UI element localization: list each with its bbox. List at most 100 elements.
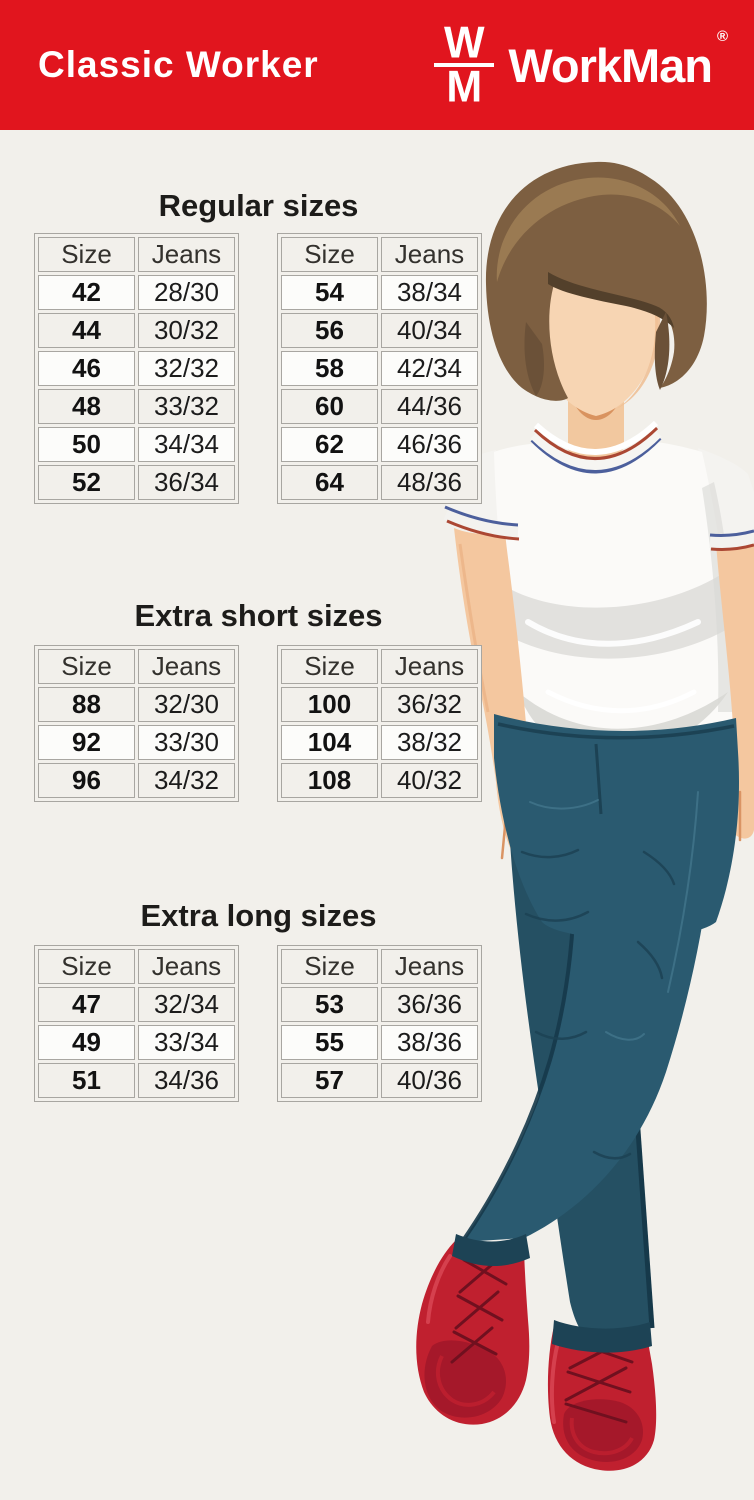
size-cell: 88 xyxy=(38,687,135,722)
table-row: 55 38/36 xyxy=(281,1025,478,1060)
column-header: Jeans xyxy=(138,237,235,272)
model-hair xyxy=(485,161,707,401)
size-table: Size Jeans 100 36/32 104 38/32 108 40/32 xyxy=(277,645,482,802)
column-header: Size xyxy=(38,949,135,984)
jeans-cell: 33/34 xyxy=(138,1025,235,1060)
table-row: 92 33/30 xyxy=(38,725,235,760)
column-header: Jeans xyxy=(381,949,478,984)
column-header: Size xyxy=(281,949,378,984)
brand-name: WorkMan ® xyxy=(508,28,728,93)
jeans-cell: 46/36 xyxy=(381,427,478,462)
size-cell: 44 xyxy=(38,313,135,348)
table-row: 62 46/36 xyxy=(281,427,478,462)
jeans-cell: 36/36 xyxy=(381,987,478,1022)
column-header: Jeans xyxy=(138,649,235,684)
table-row: 57 40/36 xyxy=(281,1063,478,1098)
section-title: Extra short sizes xyxy=(134,598,383,633)
model-boot-left xyxy=(416,1240,530,1425)
column-header: Size xyxy=(38,649,135,684)
table-header-row: Size Jeans xyxy=(281,237,478,272)
jeans-cell: 40/36 xyxy=(381,1063,478,1098)
size-cell: 51 xyxy=(38,1063,135,1098)
model-illustration xyxy=(416,161,754,1471)
table-header-row: Size Jeans xyxy=(281,949,478,984)
table-row: 64 48/36 xyxy=(281,465,478,500)
size-cell: 49 xyxy=(38,1025,135,1060)
table-row: 42 28/30 xyxy=(38,275,235,310)
monogram-w: W xyxy=(444,17,485,68)
jeans-cell: 34/34 xyxy=(138,427,235,462)
size-cell: 57 xyxy=(281,1063,378,1098)
size-cell: 47 xyxy=(38,987,135,1022)
table-row: 46 32/32 xyxy=(38,351,235,386)
column-header: Jeans xyxy=(381,237,478,272)
size-cell: 100 xyxy=(281,687,378,722)
jeans-cell: 36/34 xyxy=(138,465,235,500)
table-header-row: Size Jeans xyxy=(38,649,235,684)
jeans-cell: 34/36 xyxy=(138,1063,235,1098)
table-row: 88 32/30 xyxy=(38,687,235,722)
table-row: 49 33/34 xyxy=(38,1025,235,1060)
table-row: 51 34/36 xyxy=(38,1063,235,1098)
table-row: 54 38/34 xyxy=(281,275,478,310)
size-cell: 50 xyxy=(38,427,135,462)
jeans-cell: 38/32 xyxy=(381,725,478,760)
table-row: 96 34/32 xyxy=(38,763,235,798)
table-row: 47 32/34 xyxy=(38,987,235,1022)
size-cell: 55 xyxy=(281,1025,378,1060)
jeans-cell: 32/32 xyxy=(138,351,235,386)
jeans-cell: 42/34 xyxy=(381,351,478,386)
size-cell: 52 xyxy=(38,465,135,500)
size-cell: 60 xyxy=(281,389,378,424)
jeans-cell: 48/36 xyxy=(381,465,478,500)
table-row: 56 40/34 xyxy=(281,313,478,348)
jeans-cell: 38/34 xyxy=(381,275,478,310)
size-cell: 53 xyxy=(281,987,378,1022)
column-header: Jeans xyxy=(138,949,235,984)
registered-mark: ® xyxy=(716,27,728,45)
column-header: Jeans xyxy=(381,649,478,684)
jeans-cell: 32/34 xyxy=(138,987,235,1022)
column-header: Size xyxy=(281,237,378,272)
size-table: Size Jeans 42 28/30 44 30/32 46 32/32 48 33/32 50 3… xyxy=(34,233,239,504)
size-cell: 48 xyxy=(38,389,135,424)
header-bar: Classic Worker W M WorkMan ® xyxy=(0,0,754,130)
jeans-cell: 34/32 xyxy=(138,763,235,798)
column-header: Size xyxy=(38,237,135,272)
jeans-cell: 30/32 xyxy=(138,313,235,348)
table-header-row: Size Jeans xyxy=(38,949,235,984)
column-header: Size xyxy=(281,649,378,684)
size-cell: 96 xyxy=(38,763,135,798)
size-cell: 56 xyxy=(281,313,378,348)
table-row: 104 38/32 xyxy=(281,725,478,760)
jeans-cell: 44/36 xyxy=(381,389,478,424)
model-jeans xyxy=(460,714,740,1334)
size-table: Size Jeans 53 36/36 55 38/36 57 40/36 xyxy=(277,945,482,1102)
table-header-row: Size Jeans xyxy=(38,237,235,272)
table-row: 52 36/34 xyxy=(38,465,235,500)
jeans-cell: 33/30 xyxy=(138,725,235,760)
table-row: 44 30/32 xyxy=(38,313,235,348)
size-table: Size Jeans 47 32/34 49 33/34 51 34/36 xyxy=(34,945,239,1102)
sleeve-trim-right xyxy=(709,529,754,551)
jeans-cuffs xyxy=(452,1234,652,1353)
table-row: 108 40/32 xyxy=(281,763,478,798)
size-cell: 104 xyxy=(281,725,378,760)
size-cell: 54 xyxy=(281,275,378,310)
size-cell: 64 xyxy=(281,465,378,500)
collar-trim-icon xyxy=(530,420,662,474)
table-header-row: Size Jeans xyxy=(281,649,478,684)
size-cell: 58 xyxy=(281,351,378,386)
size-table: Size Jeans 88 32/30 92 33/30 96 34/32 xyxy=(34,645,239,802)
size-cell: 42 xyxy=(38,275,135,310)
brand-name-text: WorkMan xyxy=(508,38,713,92)
table-row: 48 33/32 xyxy=(38,389,235,424)
table-row: 53 36/36 xyxy=(281,987,478,1022)
jeans-cell: 38/36 xyxy=(381,1025,478,1060)
size-table: Size Jeans 54 38/34 56 40/34 58 42/34 60 44/36 62 4… xyxy=(277,233,482,504)
wm-monogram-icon: W M xyxy=(432,17,496,110)
jeans-cell: 33/32 xyxy=(138,389,235,424)
section-title: Regular sizes xyxy=(158,188,359,223)
table-row: 60 44/36 xyxy=(281,389,478,424)
jeans-cell: 28/30 xyxy=(138,275,235,310)
